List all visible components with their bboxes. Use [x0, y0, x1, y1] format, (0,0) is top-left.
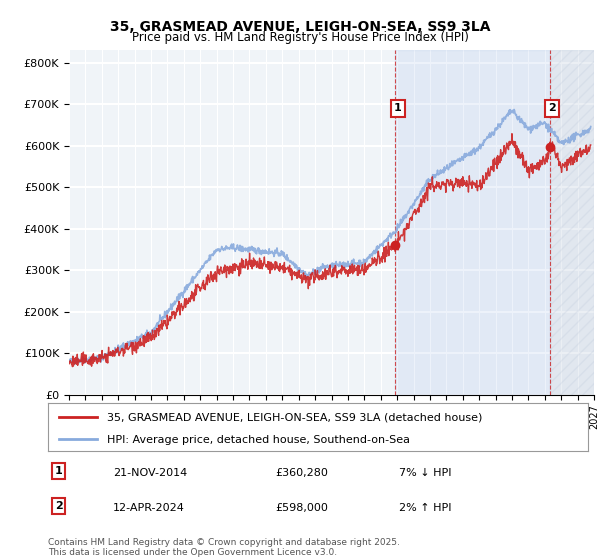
Text: 1: 1	[394, 104, 402, 114]
Text: £598,000: £598,000	[275, 503, 328, 512]
Text: 1: 1	[55, 466, 62, 476]
Bar	[550, 50, 594, 395]
Text: 35, GRASMEAD AVENUE, LEIGH-ON-SEA, SS9 3LA (detached house): 35, GRASMEAD AVENUE, LEIGH-ON-SEA, SS9 3…	[107, 413, 483, 422]
Text: 2: 2	[55, 501, 62, 511]
Bar	[395, 50, 550, 395]
Text: HPI: Average price, detached house, Southend-on-Sea: HPI: Average price, detached house, Sout…	[107, 435, 410, 445]
Text: Price paid vs. HM Land Registry's House Price Index (HPI): Price paid vs. HM Land Registry's House …	[131, 31, 469, 44]
Text: Contains HM Land Registry data © Crown copyright and database right 2025.
This d: Contains HM Land Registry data © Crown c…	[48, 538, 400, 557]
Text: 7% ↓ HPI: 7% ↓ HPI	[399, 468, 452, 478]
Text: £360,280: £360,280	[275, 468, 328, 478]
Text: 21-NOV-2014: 21-NOV-2014	[113, 468, 187, 478]
Text: 2% ↑ HPI: 2% ↑ HPI	[399, 503, 452, 512]
Text: 35, GRASMEAD AVENUE, LEIGH-ON-SEA, SS9 3LA: 35, GRASMEAD AVENUE, LEIGH-ON-SEA, SS9 3…	[110, 20, 490, 34]
Text: 12-APR-2024: 12-APR-2024	[113, 503, 185, 512]
Text: 2: 2	[548, 104, 556, 114]
